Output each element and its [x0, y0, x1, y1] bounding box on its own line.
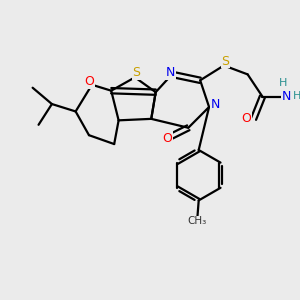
- Text: N: N: [166, 66, 175, 80]
- Text: O: O: [163, 132, 172, 145]
- Text: H: H: [279, 78, 287, 88]
- Text: O: O: [241, 112, 251, 125]
- Text: N: N: [281, 90, 291, 103]
- Text: O: O: [84, 75, 94, 88]
- Text: S: S: [132, 66, 140, 80]
- Text: CH₃: CH₃: [188, 216, 207, 226]
- Text: N: N: [210, 98, 220, 110]
- Text: S: S: [221, 55, 230, 68]
- Text: H: H: [292, 91, 300, 101]
